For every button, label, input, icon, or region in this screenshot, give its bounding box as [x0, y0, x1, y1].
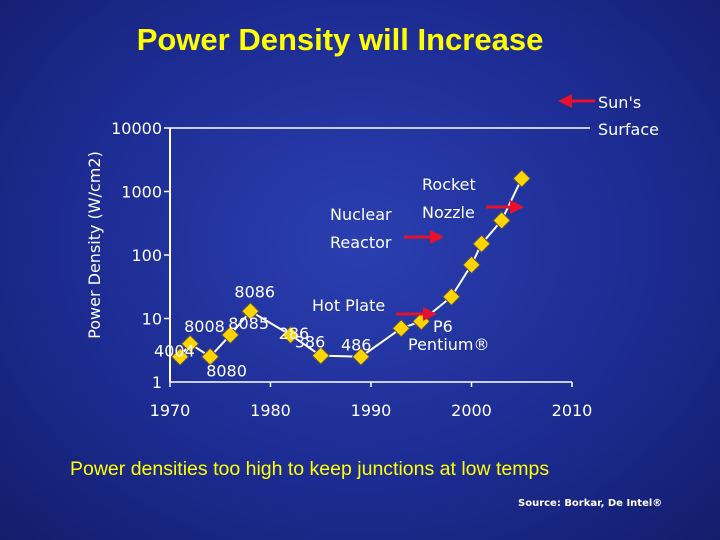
x-tick-label: 1980 [250, 401, 291, 420]
point-label: 8086 [234, 282, 275, 301]
annotation-suns: Sun's [598, 93, 641, 112]
data-point [512, 169, 531, 188]
point-label: 4004 [154, 342, 195, 361]
data-point [201, 347, 220, 366]
annotation-reactor: Reactor [330, 233, 392, 252]
annotation-nozzle: Nozzle [422, 203, 475, 222]
data-point [442, 287, 461, 306]
nozzle-arrow-head [510, 200, 524, 214]
data-point [351, 347, 371, 366]
data-point [180, 334, 200, 353]
point-label: 486 [341, 336, 372, 355]
source-note: Source: Borkar, De Intel® [518, 498, 663, 509]
annotation-surface: Surface [598, 120, 659, 139]
y-tick-label: 1000 [121, 183, 162, 202]
point-label: 8080 [206, 362, 247, 381]
data-point [221, 325, 240, 345]
point-label: 8085 [228, 314, 269, 333]
annotation-pentium: Pentium® [408, 335, 490, 354]
slide-title: Power Density will Increase [136, 22, 544, 57]
annotation-hot-plate: Hot Plate [312, 296, 385, 315]
data-point [472, 234, 491, 254]
data-point [241, 302, 260, 321]
annotation-rocket: Rocket [422, 175, 476, 194]
y-axis-title: Power Density (W/cm2) [85, 151, 104, 339]
y-tick-label: 10 [142, 310, 162, 329]
annotation-nuclear: Nuclear [330, 205, 392, 224]
x-tick-label: 1970 [150, 401, 191, 420]
data-point [391, 319, 411, 338]
hot-plate-arrow-head [423, 307, 437, 321]
y-tick-label: 1 [152, 373, 162, 392]
y-tick-label: 100 [131, 246, 162, 265]
annotation-p6: P6 [433, 317, 453, 336]
x-tick-label: 1990 [351, 401, 392, 420]
data-point [462, 255, 481, 275]
reactor-arrow-head [430, 230, 444, 244]
sun-arrow-head [558, 94, 572, 108]
point-label: 8008 [184, 317, 225, 336]
point-label: 386 [295, 333, 326, 352]
data-point [492, 211, 511, 230]
y-tick-label: 10000 [111, 119, 162, 138]
x-tick-label: 2000 [451, 401, 492, 420]
caption: Power densities too high to keep junctio… [70, 458, 550, 480]
point-label: 286 [279, 324, 310, 343]
x-tick-label: 2010 [552, 401, 593, 420]
data-point [311, 346, 330, 365]
data-point [170, 347, 190, 366]
data-point [281, 325, 300, 345]
